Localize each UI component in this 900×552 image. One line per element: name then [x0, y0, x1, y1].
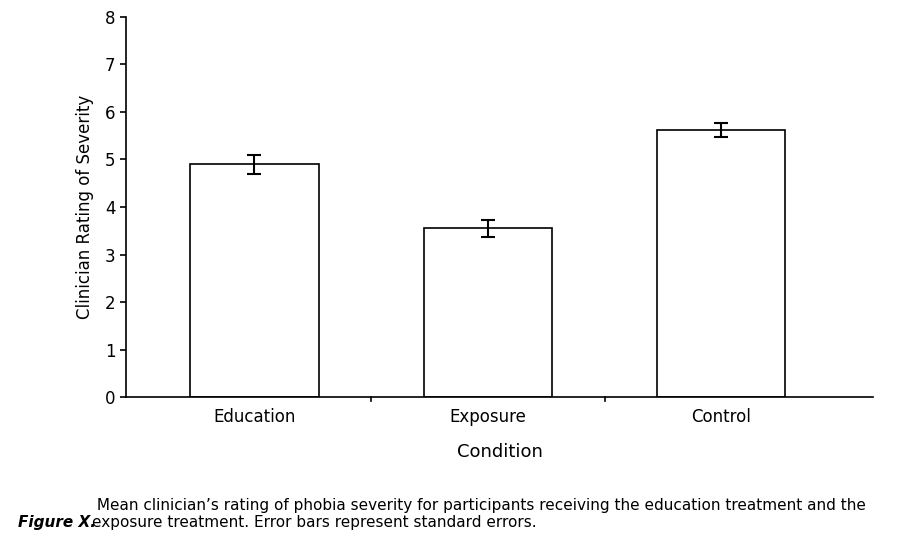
Y-axis label: Clinician Rating of Severity: Clinician Rating of Severity: [76, 95, 94, 319]
Bar: [657, 130, 786, 397]
Text: Figure X.: Figure X.: [18, 515, 96, 530]
X-axis label: Condition: Condition: [456, 443, 543, 460]
Bar: [424, 229, 552, 397]
Text: Mean clinician’s rating of phobia severity for participants receiving the educat: Mean clinician’s rating of phobia severi…: [92, 497, 866, 530]
Bar: [190, 164, 319, 397]
